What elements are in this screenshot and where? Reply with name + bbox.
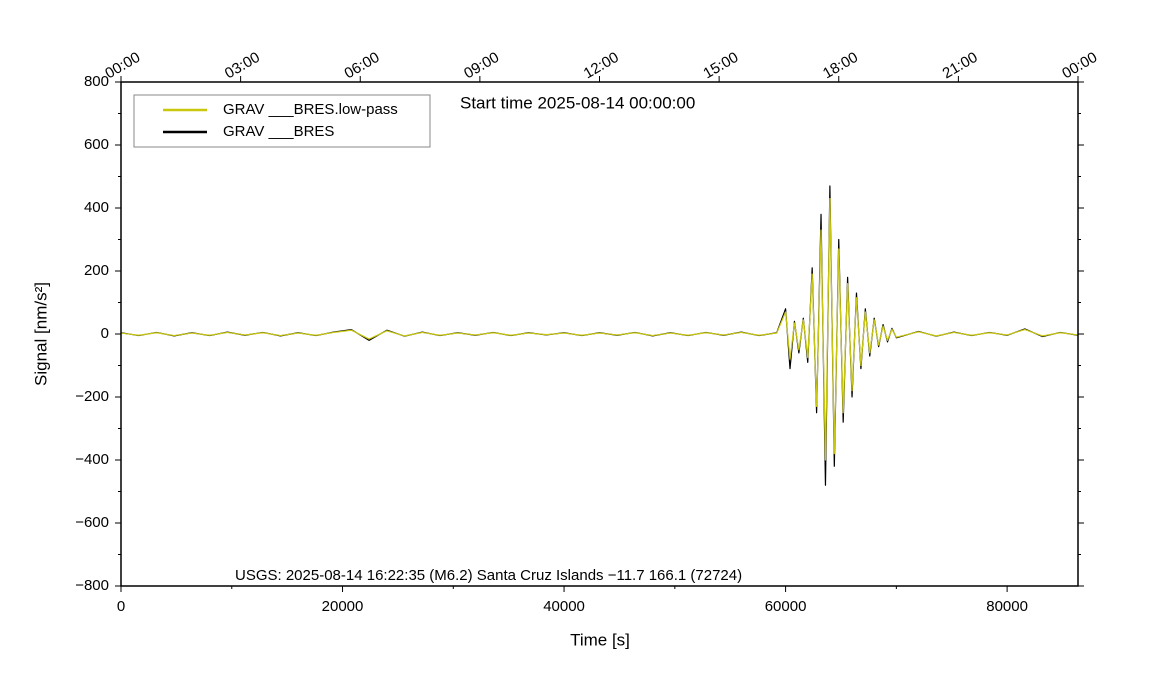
event-annotation: USGS: 2025-08-14 16:22:35 (M6.2) Santa C… [235, 567, 742, 584]
x2-tick-label: 21:00 [940, 49, 981, 82]
legend-box [133, 94, 431, 148]
x-tick-label: 20000 [322, 598, 364, 615]
x-axis-label: Time [s] [570, 630, 630, 649]
x2-tick-label: 03:00 [222, 49, 263, 82]
x2-tick-label: 06:00 [341, 49, 382, 82]
x2-tick-label: 12:00 [581, 49, 622, 82]
y-axis-label: Signal [nm/s²] [31, 282, 50, 386]
x-tick-label: 40000 [543, 598, 585, 615]
x-tick-label: 60000 [765, 598, 807, 615]
y-tick-label: 600 [84, 136, 109, 153]
x2-tick-label: 18:00 [820, 49, 861, 82]
x2-tick-label: 00:00 [102, 49, 143, 82]
y-tick-label: 200 [84, 262, 109, 279]
x-tick-label: 0 [117, 598, 125, 615]
x-tick-label: 80000 [986, 598, 1028, 615]
start-time-annotation: Start time 2025-08-14 00:00:00 [460, 93, 695, 112]
signal-line [120, 197, 1079, 461]
y-tick-label: −600 [75, 514, 109, 531]
plot-frame [120, 81, 1079, 587]
legend-label: GRAV ___BRES [223, 123, 334, 140]
x2-tick-label: 15:00 [700, 49, 741, 82]
x2-tick-label: 09:00 [461, 49, 502, 82]
legend-label: GRAV ___BRES.low-pass [223, 101, 398, 118]
y-tick-label: 0 [101, 325, 109, 342]
y-tick-label: −400 [75, 451, 109, 468]
x2-tick-label: 00:00 [1059, 49, 1100, 82]
y-tick-label: −200 [75, 388, 109, 405]
y-tick-label: 400 [84, 199, 109, 216]
y-tick-label: 800 [84, 73, 109, 90]
y-tick-label: −800 [75, 577, 109, 594]
